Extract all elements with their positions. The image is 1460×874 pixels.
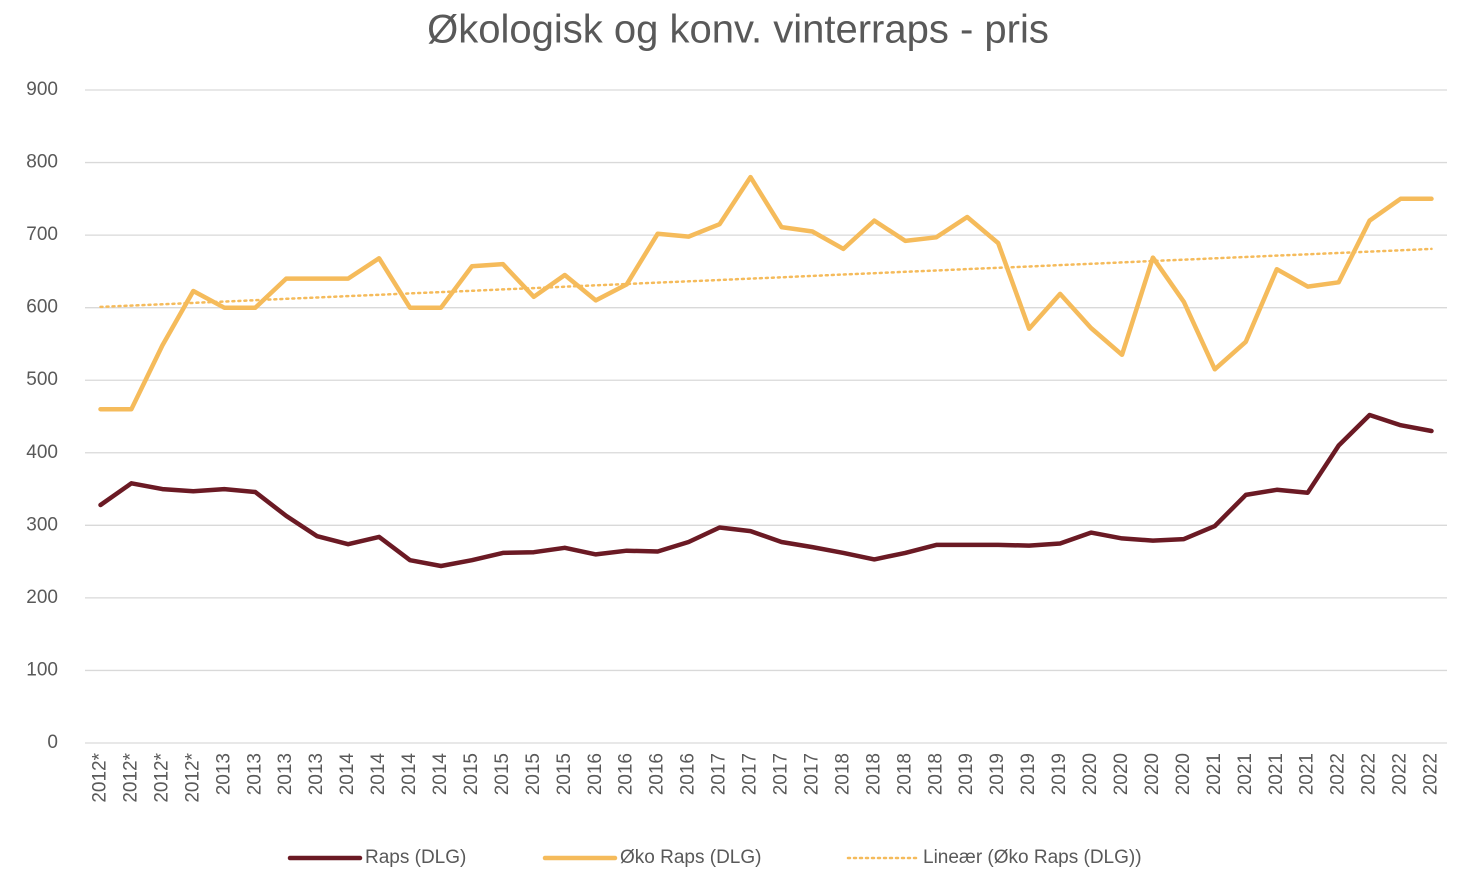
x-tick-label: 2019 [956,753,977,795]
x-tick-label: 2020 [1111,753,1132,795]
x-tick-label: 2019 [1049,753,1070,795]
x-tick-label: 2021 [1235,753,1256,795]
x-tick-label: 2012* [151,752,172,802]
y-tick-label: 400 [26,442,58,463]
x-tick-label: 2020 [1142,753,1163,795]
legend-label: Raps (DLG) [365,847,466,868]
x-tick-label: 2012* [182,752,203,802]
y-tick-label: 100 [26,659,58,680]
y-tick-label: 900 [26,79,58,100]
x-tick-label: 2016 [678,753,699,795]
x-tick-label: 2013 [306,753,327,795]
x-tick-label: 2013 [275,753,296,795]
x-tick-label: 2021 [1297,753,1318,795]
x-tick-label: 2021 [1204,753,1225,795]
y-tick-label: 0 [47,732,58,753]
x-tick-label: 2012* [89,752,110,802]
x-tick-label: 2018 [832,753,853,795]
x-tick-label: 2014 [430,753,451,796]
x-tick-label: 2015 [461,753,482,795]
series-line [99,247,1433,309]
x-tick-label: 2020 [1173,753,1194,795]
x-tick-label: 2014 [368,753,389,796]
y-tick-label: 200 [26,587,58,608]
chart-title: Økologisk og konv. vinterraps - pris [427,8,1049,52]
x-tick-label: 2020 [1080,753,1101,795]
x-tick-label: 2022 [1390,753,1411,795]
x-tick-label: 2017 [801,753,822,795]
x-tick-label: 2017 [770,753,791,795]
legend-label: Øko Raps (DLG) [620,847,761,868]
x-tick-label: 2016 [585,753,606,795]
y-tick-label: 300 [26,514,58,535]
x-tick-label: 2015 [554,753,575,795]
x-tick-label: 2018 [925,753,946,795]
x-tick-label: 2022 [1328,753,1349,795]
x-tick-label: 2017 [709,753,730,795]
x-tick-label: 2022 [1359,753,1380,795]
x-tick-label: 2015 [523,753,544,795]
x-tick-label: 2019 [987,753,1008,795]
y-tick-label: 500 [26,369,58,390]
series-line [98,174,1434,412]
x-tick-label: 2021 [1266,753,1287,795]
x-tick-label: 2013 [213,753,234,795]
y-tick-label: 700 [26,224,58,245]
y-tick-label: 600 [26,297,58,318]
x-tick-label: 2013 [244,753,265,795]
x-tick-label: 2022 [1421,753,1442,795]
x-tick-label: 2016 [616,753,637,795]
x-tick-label: 2015 [492,753,513,795]
x-tick-label: 2014 [399,753,420,796]
x-tick-label: 2017 [740,753,761,795]
x-tick-label: 2018 [894,753,915,795]
y-tick-label: 800 [26,152,58,173]
x-tick-label: 2018 [863,753,884,795]
x-tick-label: 2016 [647,753,668,795]
x-tick-label: 2014 [337,753,358,796]
x-tick-label: 2012* [120,752,141,802]
series-line [98,412,1434,569]
x-tick-label: 2019 [1018,753,1039,795]
legend-label: Lineær (Øko Raps (DLG)) [923,847,1142,868]
